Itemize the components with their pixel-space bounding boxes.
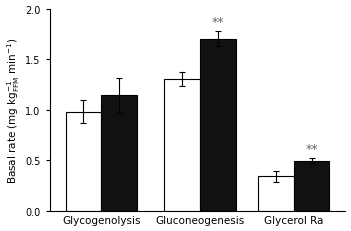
Text: **: ** <box>211 16 224 29</box>
Bar <box>101 96 137 211</box>
Y-axis label: Basal rate (mg kg$_{\mathregular{FFM}}^{-1}$ min$^{-1}$): Basal rate (mg kg$_{\mathregular{FFM}}^{… <box>6 37 22 183</box>
Bar <box>164 80 200 211</box>
Text: **: ** <box>305 142 318 155</box>
Bar <box>200 40 236 211</box>
Bar <box>258 176 294 211</box>
Bar <box>294 161 330 211</box>
Bar <box>66 112 101 211</box>
